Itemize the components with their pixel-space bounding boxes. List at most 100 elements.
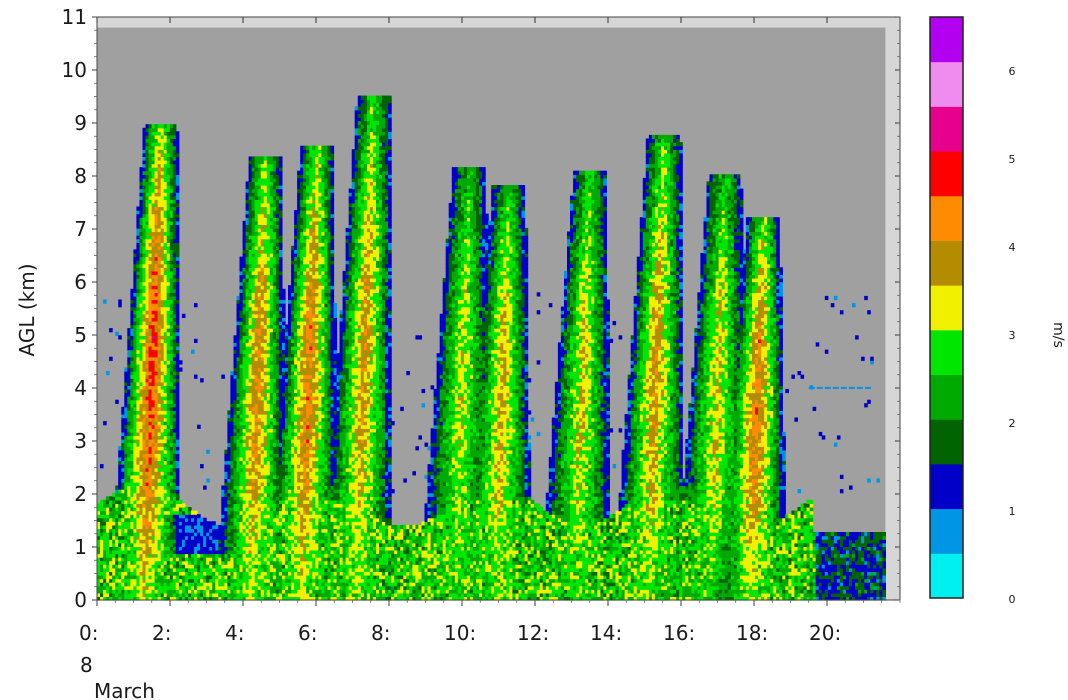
heatmap-cell [115,332,119,336]
heatmap-cell [230,407,234,411]
heatmap-cell [240,550,244,554]
heatmap-cell [176,203,180,207]
heatmap-cell [194,575,198,579]
heatmap-cell [149,171,153,175]
heatmap-cell [252,321,256,325]
heatmap-cell [136,321,140,325]
heatmap-cell [167,174,171,178]
heatmap-cell [252,350,256,354]
heatmap-cell [203,536,207,540]
heatmap-cell [240,364,244,368]
heatmap-cell [212,571,216,575]
heatmap-cell [261,400,265,404]
heatmap-cell [270,321,274,325]
heatmap-cell [279,167,283,171]
heatmap-cell [230,382,234,386]
heatmap-cell [279,557,283,561]
heatmap-cell [279,389,283,393]
heatmap-cell [136,457,140,461]
heatmap-cell [109,511,113,515]
heatmap-cell [176,475,180,479]
heatmap-cell [279,529,283,533]
heatmap-cell [203,564,207,568]
heatmap-cell [149,400,153,404]
heatmap-cell [252,368,256,372]
heatmap-cell [230,511,234,515]
heatmap-cell [149,410,153,414]
heatmap-cell [127,529,131,533]
heatmap-cell [127,564,131,568]
heatmap-cell [240,375,244,379]
heatmap-cell [230,489,234,493]
heatmap-cell [167,396,171,400]
heatmap-cell [270,457,274,461]
heatmap-cell [279,278,283,282]
heatmap-cell [230,446,234,450]
heatmap-cell [158,432,162,436]
heatmap-cell [230,564,234,568]
heatmap-cell [252,353,256,357]
heatmap-cell [167,142,171,146]
heatmap-cell [118,539,122,543]
heatmap-cell [230,521,234,525]
heatmap-cell [270,382,274,386]
heatmap-cell [176,400,180,404]
heatmap-cell [158,564,162,568]
heatmap-cell [176,335,180,339]
heatmap-cell [167,410,171,414]
heatmap-cell [136,249,140,253]
heatmap-cell [149,221,153,225]
heatmap-cell [182,503,186,507]
heatmap-cell [270,346,274,350]
heatmap-cell [261,493,265,497]
heatmap-cell [149,139,153,143]
heatmap-cell [240,425,244,429]
heatmap-cell [212,568,216,572]
heatmap-cell [252,271,256,275]
heatmap-cell [212,543,216,547]
heatmap-cell [221,536,225,540]
heatmap-cell [230,575,234,579]
heatmap-cell [167,335,171,339]
heatmap-cell [158,210,162,214]
heatmap-cell [136,568,140,572]
heatmap-cell [167,267,171,271]
heatmap-cell [188,507,192,511]
heatmap-cell [270,239,274,243]
heatmap-cell [158,167,162,171]
heatmap-cell [185,550,189,554]
heatmap-cell [282,317,286,321]
heatmap-cell [136,210,140,214]
heatmap-cell [127,489,131,493]
heatmap-cell [167,146,171,150]
heatmap-cell [127,360,131,364]
heatmap-cell [261,317,265,321]
heatmap-cell [240,511,244,515]
heatmap-cell [221,589,225,593]
heatmap-cell [158,135,162,139]
heatmap-cell [158,156,162,160]
heatmap-cell [270,217,274,221]
heatmap-cell [136,342,140,346]
heatmap-cell [279,396,283,400]
heatmap-cell [194,571,198,575]
heatmap-cell [158,203,162,207]
heatmap-cell [261,443,265,447]
heatmap-cell [167,536,171,540]
heatmap-cell [127,421,131,425]
heatmap-cell [158,303,162,307]
heatmap-cell [230,439,234,443]
heatmap-cell [127,507,131,511]
heatmap-cell [194,375,198,379]
heatmap-cell [279,210,283,214]
heatmap-cell [240,300,244,304]
heatmap-cell [270,586,274,590]
heatmap-cell [261,232,265,236]
heatmap-cell [167,242,171,246]
heatmap-cell [261,253,265,257]
heatmap-cell [127,464,131,468]
heatmap-cell [252,464,256,468]
heatmap-cell [279,457,283,461]
heatmap-cell [136,564,140,568]
heatmap-cell [167,478,171,482]
